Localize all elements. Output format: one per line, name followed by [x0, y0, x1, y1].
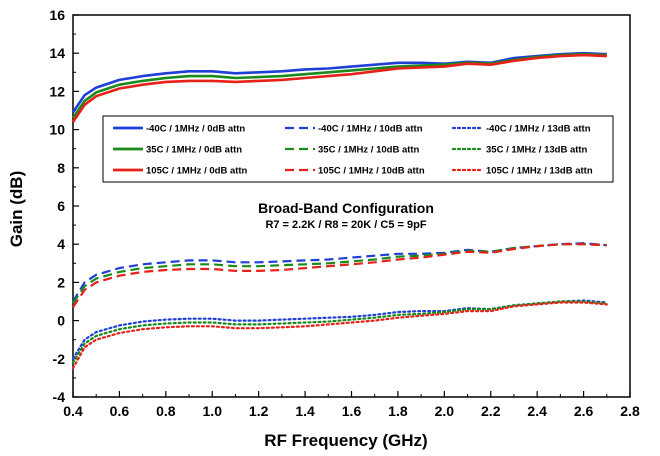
x-tick-label: 0.8 — [156, 403, 176, 419]
x-tick-label: 1.0 — [203, 403, 223, 419]
y-tick-label: 8 — [57, 160, 65, 176]
annotation-subtitle: R7 = 2.2K / R8 = 20K / C5 = 9pF — [265, 219, 426, 231]
legend-label: -40C / 1MHz / 0dB attn — [146, 124, 245, 135]
y-tick-label: 4 — [57, 236, 65, 252]
series-line-5 — [72, 243, 607, 305]
x-tick-label: 2.6 — [574, 403, 594, 419]
legend-label: 105C / 1MHz / 13dB attn — [486, 166, 593, 177]
y-tick-label: 0 — [57, 313, 65, 329]
series-line-7 — [71, 53, 607, 123]
y-tick-label: -4 — [53, 389, 66, 405]
x-tick-label: 0.6 — [110, 403, 130, 419]
x-tick-label: 0.4 — [63, 403, 83, 419]
series-line-3 — [71, 299, 608, 360]
x-tick-label: 1.6 — [342, 403, 362, 419]
legend-box — [102, 115, 614, 183]
series-line-9 — [71, 301, 608, 370]
x-tick-label: 1.8 — [388, 403, 408, 419]
y-tick-label: 16 — [49, 7, 65, 23]
y-tick-label: 12 — [49, 83, 65, 99]
y-axis-label: Gain (dB) — [7, 171, 26, 248]
series-lines — [71, 51, 608, 370]
y-tick-label: 10 — [49, 122, 65, 138]
y-tick-label: -2 — [53, 351, 66, 367]
series-line-8 — [72, 243, 607, 308]
series-line-2 — [72, 242, 607, 303]
legend-label: 35C / 1MHz / 13dB attn — [486, 145, 588, 156]
x-tick-label: 1.4 — [295, 403, 315, 419]
legend-label: 35C / 1MHz / 0dB attn — [146, 145, 242, 156]
legend-label: -40C / 1MHz / 10dB attn — [318, 124, 423, 135]
y-tick-label: 6 — [57, 198, 65, 214]
x-tick-label: 2.4 — [527, 403, 547, 419]
x-tick-label: 2.8 — [620, 403, 640, 419]
legend: -40C / 1MHz / 0dB attn -40C / 1MHz / 10dB… — [102, 115, 614, 183]
legend-label: 35C / 1MHz / 10dB attn — [318, 145, 420, 156]
annotation-title: Broad-Band Configuration — [258, 200, 434, 216]
series-line-6 — [71, 300, 608, 364]
axis-ticks: 0.4 0.6 0.8 1.0 1.2 1.4 1.6 1.8 2.0 2.2 2.4 2.6 2.8 -… — [49, 7, 640, 419]
legend-label: -40C / 1MHz / 13dB attn — [486, 124, 591, 135]
x-tick-label: 1.2 — [249, 403, 269, 419]
series-line-1 — [71, 51, 607, 114]
x-axis-label: RF Frequency (GHz) — [264, 431, 427, 450]
series-line-4 — [71, 52, 607, 119]
x-tick-label: 2.0 — [435, 403, 455, 419]
y-tick-label: 14 — [49, 45, 65, 61]
x-tick-label: 2.2 — [481, 403, 501, 419]
legend-label: 105C / 1MHz / 0dB attn — [146, 166, 248, 177]
y-tick-label: 2 — [57, 274, 65, 290]
legend-label: 105C / 1MHz / 10dB attn — [318, 166, 425, 177]
